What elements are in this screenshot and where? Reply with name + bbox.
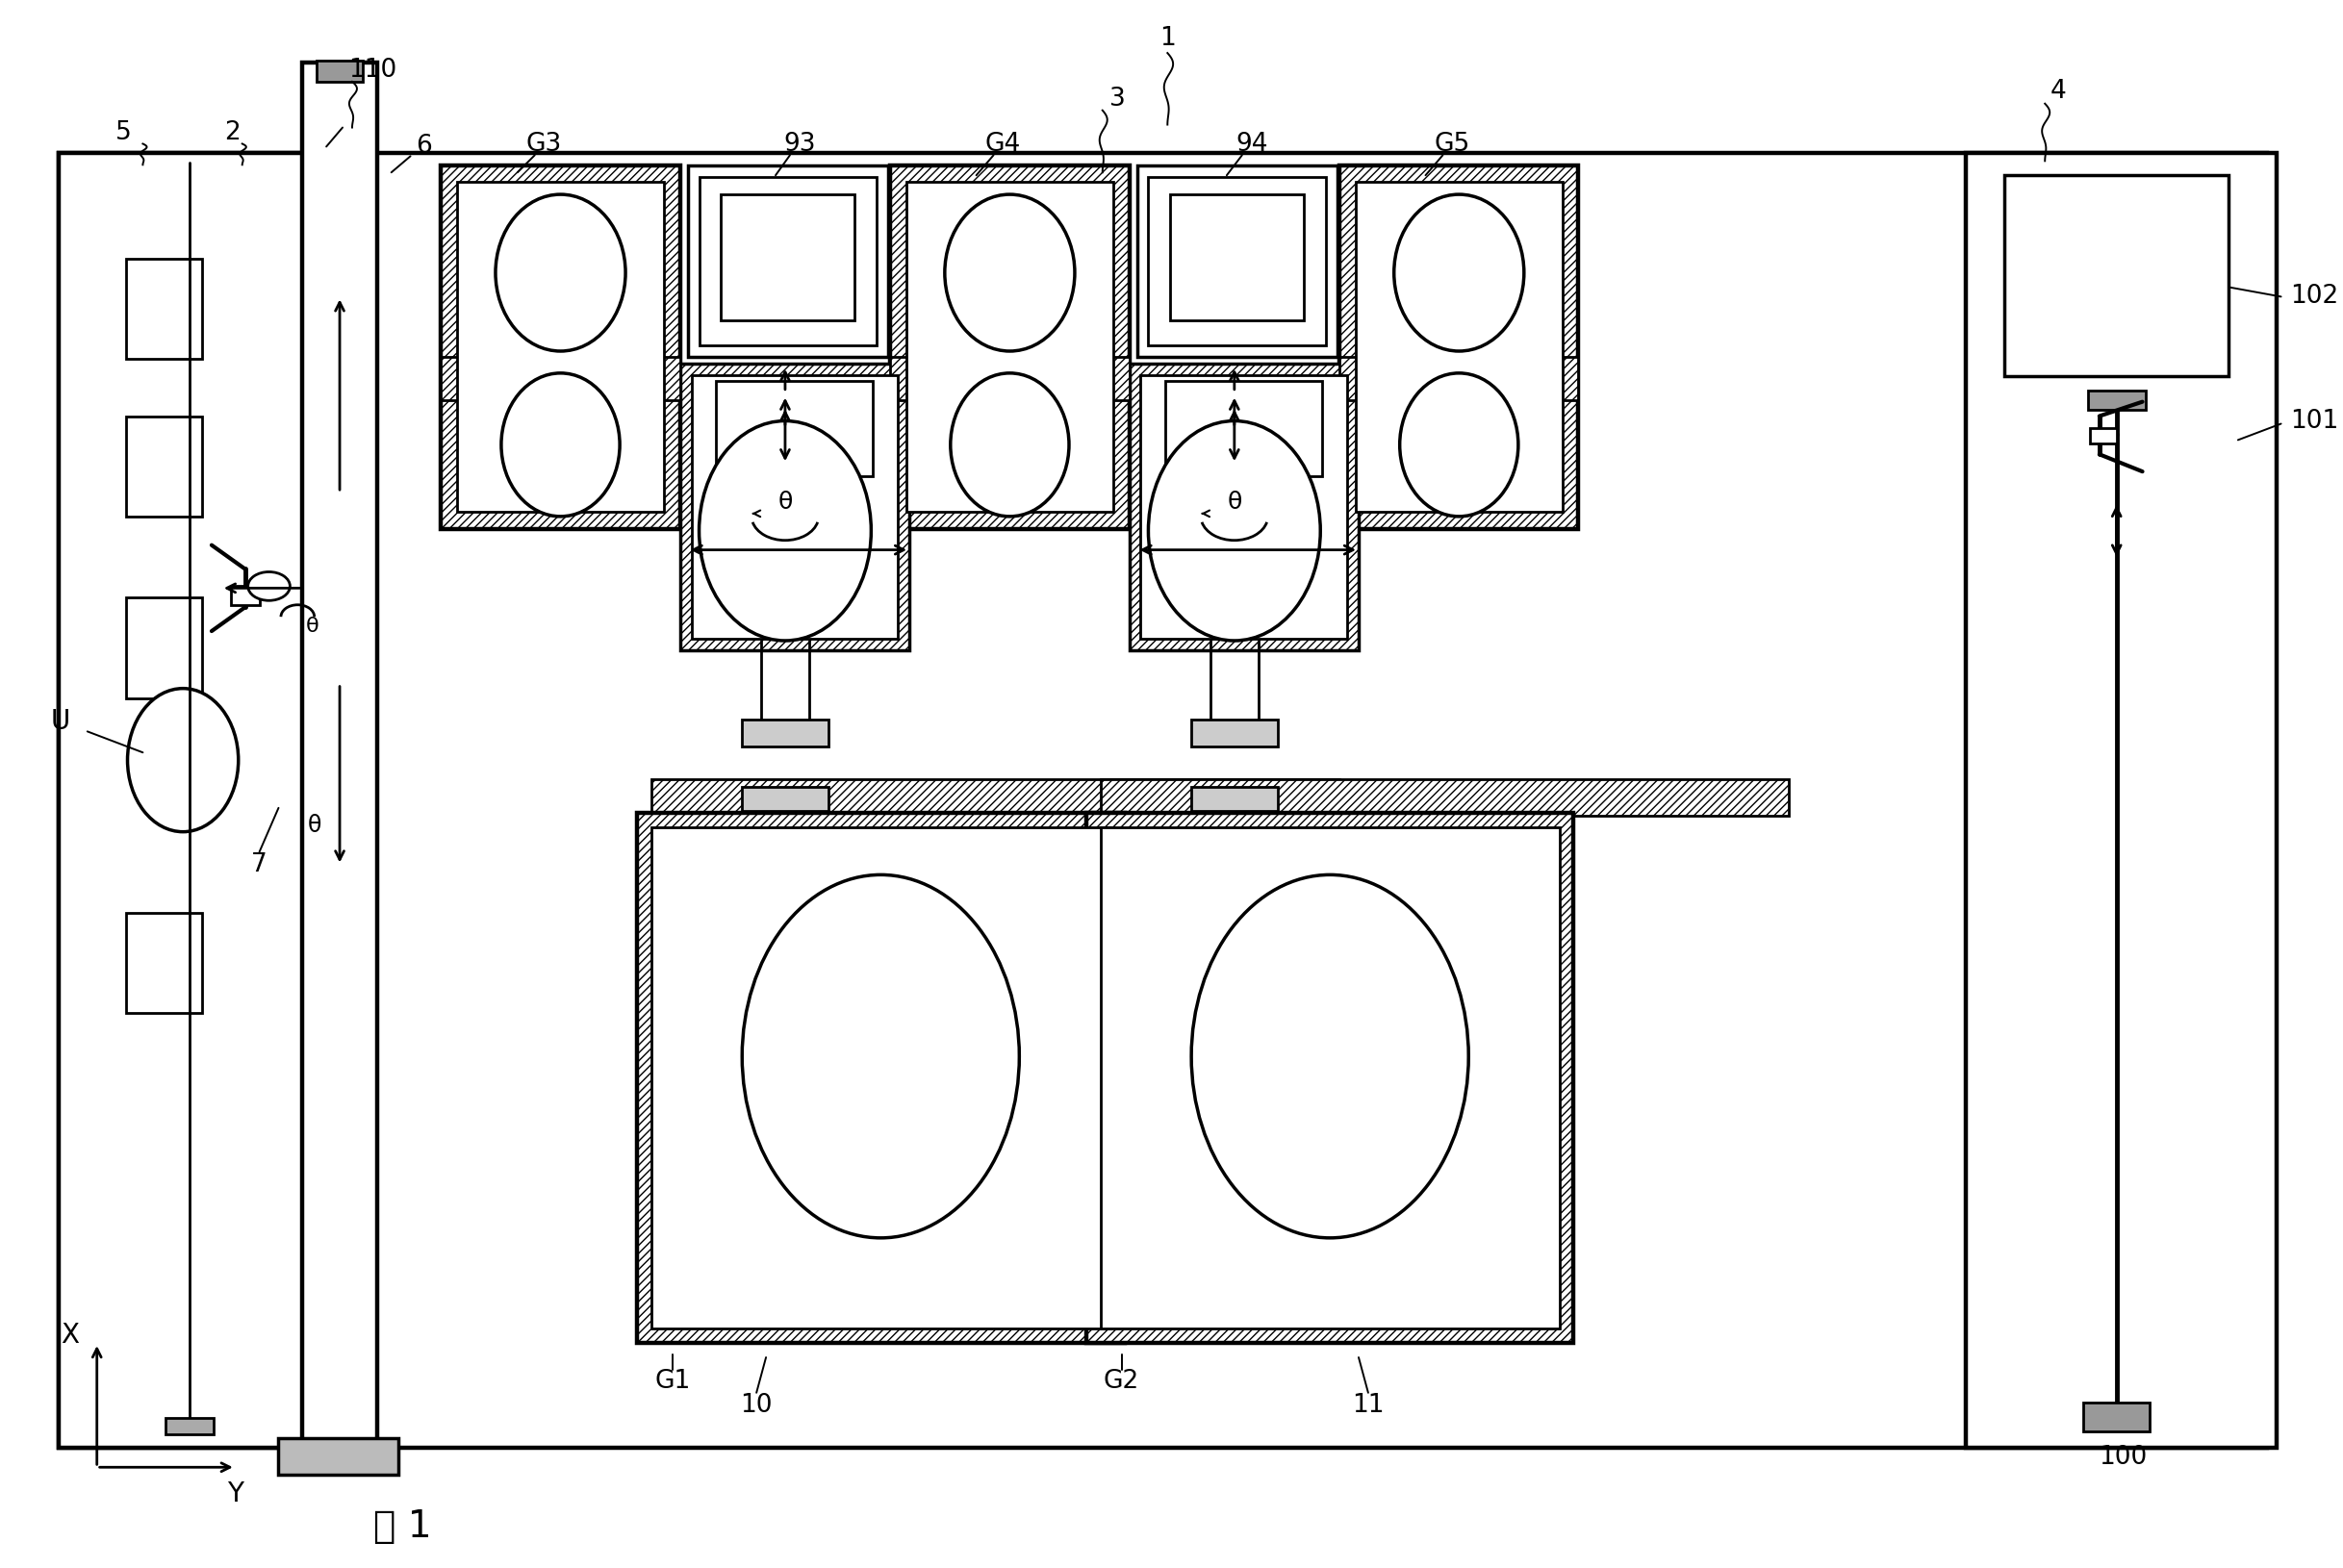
Ellipse shape: [248, 572, 291, 601]
Text: 10: 10: [740, 1392, 773, 1417]
Text: G4: G4: [984, 132, 1022, 157]
Bar: [302, 63, 377, 1458]
Text: θ: θ: [1228, 491, 1242, 514]
Bar: [698, 177, 876, 345]
Ellipse shape: [743, 875, 1019, 1237]
Bar: [230, 586, 260, 605]
Bar: [691, 375, 897, 638]
Bar: [440, 166, 679, 528]
Text: 93: 93: [783, 132, 815, 157]
Text: 图 1: 图 1: [373, 1508, 431, 1544]
Text: G2: G2: [1104, 1369, 1139, 1394]
Bar: [1101, 779, 1788, 815]
Text: θ: θ: [307, 814, 321, 837]
Bar: [890, 166, 1129, 528]
Text: 11: 11: [1352, 1392, 1385, 1417]
Bar: [679, 364, 909, 651]
Bar: [59, 154, 2266, 1449]
Text: θ: θ: [778, 491, 792, 514]
Bar: [127, 259, 201, 359]
Ellipse shape: [698, 420, 872, 641]
Text: 100: 100: [2099, 1446, 2149, 1471]
Bar: [279, 1438, 398, 1475]
Bar: [1340, 358, 1579, 400]
Bar: [127, 597, 201, 698]
Text: 1: 1: [1160, 27, 1176, 52]
Bar: [440, 358, 679, 400]
Bar: [890, 358, 1129, 400]
Text: 3: 3: [1111, 86, 1127, 111]
Bar: [1164, 381, 1321, 477]
Bar: [1357, 182, 1563, 511]
Text: Y: Y: [227, 1480, 244, 1507]
Bar: [2090, 428, 2116, 444]
Bar: [1129, 364, 1359, 651]
Text: θ: θ: [305, 616, 319, 637]
Bar: [637, 812, 1125, 1344]
Bar: [743, 787, 827, 811]
Text: 94: 94: [1235, 132, 1268, 157]
Ellipse shape: [494, 194, 626, 351]
Ellipse shape: [1148, 420, 1321, 641]
Ellipse shape: [127, 688, 239, 831]
Bar: [127, 416, 201, 516]
Ellipse shape: [944, 194, 1075, 351]
Bar: [1141, 375, 1347, 638]
Bar: [722, 194, 855, 320]
Bar: [651, 826, 1111, 1328]
Bar: [1340, 166, 1579, 528]
Text: 7: 7: [251, 853, 267, 878]
Bar: [1136, 166, 1338, 358]
Bar: [1169, 194, 1305, 320]
Text: U: U: [52, 709, 70, 735]
Bar: [1190, 720, 1277, 746]
Bar: [2088, 390, 2146, 409]
Text: 102: 102: [2291, 284, 2338, 309]
Bar: [717, 381, 874, 477]
Text: G3: G3: [527, 132, 562, 157]
Bar: [686, 166, 888, 358]
Ellipse shape: [1399, 373, 1518, 516]
Ellipse shape: [951, 373, 1068, 516]
Ellipse shape: [501, 373, 621, 516]
Ellipse shape: [1190, 875, 1469, 1237]
Bar: [1101, 826, 1560, 1328]
Bar: [316, 61, 363, 82]
Text: 110: 110: [349, 58, 396, 83]
Bar: [2003, 176, 2228, 376]
Text: 5: 5: [115, 119, 131, 144]
Bar: [2083, 1402, 2151, 1432]
Bar: [1190, 787, 1277, 811]
Text: 6: 6: [415, 135, 431, 158]
Bar: [1148, 177, 1326, 345]
Bar: [651, 779, 1340, 815]
Bar: [1087, 812, 1574, 1344]
Bar: [127, 913, 201, 1013]
Bar: [166, 1417, 213, 1435]
Text: 2: 2: [225, 119, 241, 144]
Bar: [59, 154, 307, 1449]
Text: 4: 4: [2050, 78, 2067, 103]
Bar: [1966, 154, 2277, 1449]
Text: 101: 101: [2291, 408, 2338, 433]
Text: G1: G1: [654, 1369, 691, 1394]
Bar: [907, 182, 1113, 511]
Text: X: X: [61, 1322, 80, 1348]
Bar: [457, 182, 663, 511]
Bar: [743, 720, 827, 746]
Ellipse shape: [1394, 194, 1523, 351]
Text: G5: G5: [1434, 132, 1469, 157]
